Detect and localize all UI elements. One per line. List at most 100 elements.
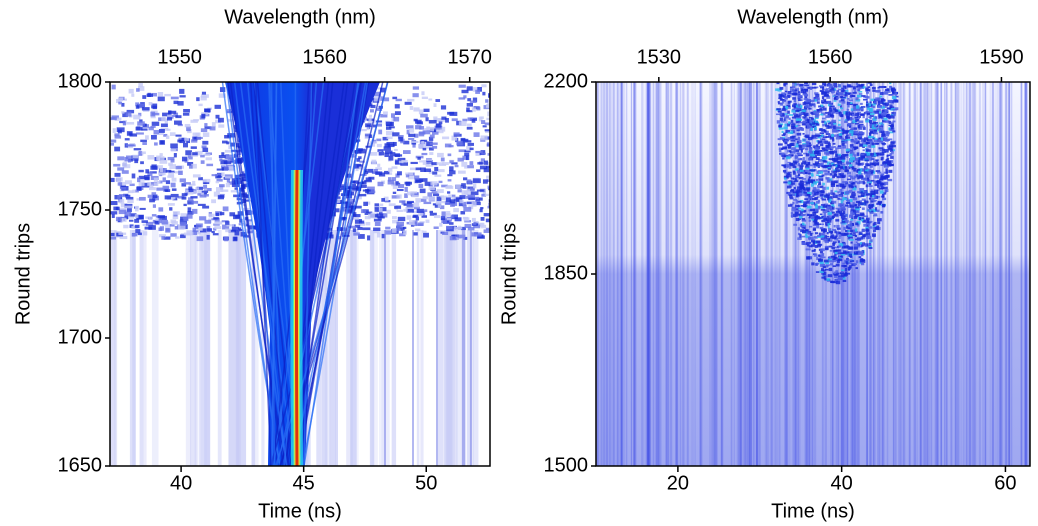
speckle: [869, 101, 872, 104]
speckle: [848, 166, 851, 170]
speckle: [885, 158, 889, 163]
speckle: [794, 145, 800, 148]
speckle: [170, 149, 176, 152]
speckle: [885, 133, 890, 137]
speckle: [200, 160, 205, 164]
stripe: [682, 82, 685, 466]
speckle: [117, 129, 122, 134]
stripe: [1001, 82, 1003, 466]
speckle: [354, 224, 361, 228]
speckle: [825, 224, 829, 227]
speckle: [360, 184, 367, 188]
speckle: [437, 200, 446, 204]
speckle: [214, 104, 221, 109]
speckle: [365, 123, 372, 128]
speckle: [248, 225, 252, 230]
speckle: [459, 195, 466, 199]
speckle: [808, 194, 811, 198]
speckle: [809, 86, 813, 90]
speckle: [814, 92, 819, 95]
filament: [254, 82, 272, 466]
speckle: [138, 150, 143, 156]
speckle: [817, 235, 821, 238]
stripe: [974, 82, 977, 466]
speckle: [790, 188, 795, 192]
speckle: [796, 115, 800, 118]
speckle: [882, 203, 886, 208]
streak: [420, 230, 424, 466]
speckle: [423, 108, 430, 112]
stripe: [882, 82, 885, 466]
x-tick-label: 20: [667, 472, 689, 494]
x2-tick-label: 1560: [808, 46, 853, 68]
speckle: [426, 126, 435, 132]
speckle: [121, 102, 125, 107]
speckle: [822, 82, 827, 86]
speckle: [373, 218, 382, 222]
speckle: [822, 186, 826, 190]
speckle: [408, 220, 415, 226]
speckle: [871, 204, 874, 207]
stripe: [758, 82, 761, 466]
speckle: [845, 148, 850, 152]
speckle: [836, 157, 842, 160]
speckle: [211, 174, 218, 177]
speckle: [467, 194, 475, 198]
speckle: [880, 173, 885, 176]
speckle: [472, 178, 481, 184]
speckle: [119, 235, 128, 240]
speckle: [819, 250, 823, 254]
speckle: [224, 166, 229, 171]
speckle: [825, 115, 830, 119]
speckle: [831, 115, 835, 118]
speckle: [399, 233, 406, 237]
speckle: [392, 219, 400, 224]
speckle: [150, 125, 156, 128]
speckle: [817, 243, 821, 246]
speckle: [122, 121, 127, 126]
stripe: [1020, 82, 1023, 466]
streak: [198, 230, 206, 466]
speckle: [391, 228, 397, 233]
speckle: [831, 133, 834, 138]
speckle: [803, 152, 807, 155]
speckle: [788, 194, 793, 197]
stripe: [646, 82, 649, 466]
speckle: [185, 189, 194, 195]
speckle: [418, 160, 423, 163]
speckle: [183, 217, 189, 222]
stripe: [1007, 82, 1010, 466]
speckle: [866, 235, 872, 240]
stripe: [963, 82, 965, 466]
speckle: [871, 103, 876, 106]
speckle: [866, 105, 870, 108]
speckle: [412, 86, 419, 90]
speckle: [833, 158, 839, 162]
speckle: [865, 149, 871, 152]
speckle: [783, 165, 787, 169]
speckle: [880, 100, 884, 104]
speckle: [228, 166, 236, 172]
speckle: [853, 140, 858, 143]
stripe: [940, 82, 943, 466]
speckle: [801, 235, 806, 238]
speckle: [839, 272, 845, 275]
speckle: [835, 270, 839, 273]
speckle: [365, 145, 372, 148]
speckle: [871, 200, 876, 203]
stripe: [676, 82, 679, 466]
speckle: [880, 174, 884, 178]
speckle: [386, 209, 391, 214]
speckle: [826, 95, 831, 99]
speckle: [795, 213, 799, 217]
speckle: [870, 123, 873, 126]
speckle: [246, 219, 252, 222]
speckle: [861, 158, 865, 161]
speckle: [175, 115, 182, 119]
speckle: [830, 192, 835, 195]
speckle: [118, 101, 123, 105]
speckle: [872, 195, 875, 198]
speckle: [457, 234, 466, 239]
speckle: [871, 162, 876, 166]
stripe: [751, 82, 753, 466]
